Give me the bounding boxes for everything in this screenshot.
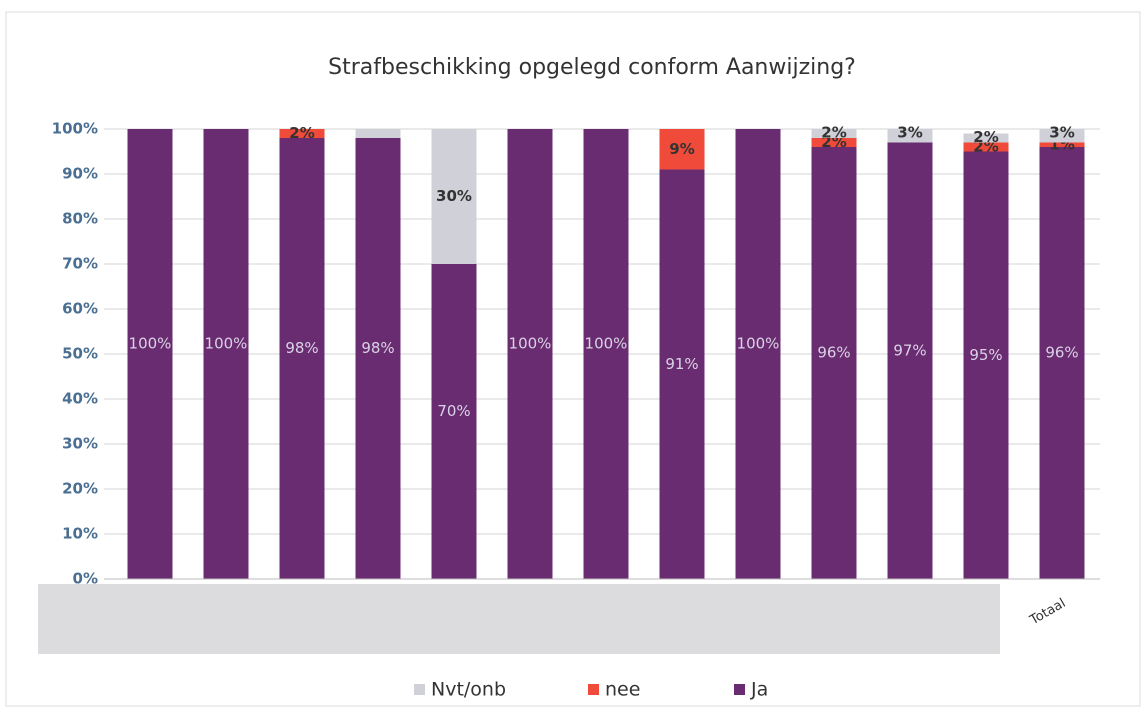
- data-label: 100%: [205, 335, 248, 353]
- data-label: 95%: [969, 346, 1002, 364]
- data-label: 3%: [1049, 124, 1074, 142]
- legend-label: nee: [605, 679, 640, 701]
- data-label: 100%: [509, 335, 552, 353]
- data-label: 2%: [821, 124, 846, 142]
- bar-segment: [811, 138, 857, 147]
- bar-segment: [1039, 129, 1085, 143]
- bar-segment: [127, 129, 173, 579]
- chart-title: Strafbeschikking opgelegd conform Aanwij…: [328, 55, 856, 80]
- bar-segment: [431, 264, 477, 579]
- data-label: 100%: [737, 335, 780, 353]
- bar-segment: [355, 138, 401, 579]
- bar-segment: [887, 129, 933, 143]
- bar-segment: [431, 129, 477, 264]
- data-label: 98%: [285, 339, 318, 357]
- y-tick-label: 0%: [73, 570, 98, 588]
- bar-segment: [963, 142, 1009, 152]
- bar-segment: [963, 151, 1009, 579]
- data-label: 100%: [585, 335, 628, 353]
- legend-swatch: [734, 684, 745, 695]
- y-tick-label: 70%: [62, 255, 98, 273]
- legend-swatch: [414, 684, 425, 695]
- y-tick-label: 50%: [62, 345, 98, 363]
- bar-segment: [659, 169, 705, 579]
- bar-segment: [887, 142, 933, 579]
- data-label: 91%: [665, 355, 698, 373]
- data-label: 70%: [437, 402, 470, 420]
- data-label: 3%: [897, 124, 922, 142]
- data-label: 97%: [893, 341, 926, 359]
- y-tick-label: 90%: [62, 165, 98, 183]
- bar-segment: [735, 129, 781, 579]
- bar-segment: [203, 129, 249, 579]
- bar-segment: [507, 129, 553, 579]
- data-label: 9%: [669, 140, 694, 158]
- data-label: 2%: [973, 128, 998, 146]
- bar-segment: [1039, 147, 1085, 579]
- y-tick-label: 30%: [62, 435, 98, 453]
- redaction: [38, 584, 1000, 654]
- data-label: 30%: [436, 187, 472, 205]
- bar-segment: [811, 129, 857, 138]
- data-label: 100%: [129, 335, 172, 353]
- y-tick-label: 40%: [62, 390, 98, 408]
- bar-segment: [279, 129, 325, 138]
- bar-segment: [659, 129, 705, 170]
- legend-label: Ja: [750, 679, 768, 701]
- y-tick-label: 10%: [62, 525, 98, 543]
- bar-segment: [811, 147, 857, 579]
- legend-swatch: [588, 684, 599, 695]
- bar-segment: [963, 133, 1009, 143]
- y-tick-label: 60%: [62, 300, 98, 318]
- data-label: 96%: [817, 344, 850, 362]
- y-tick-label: 80%: [62, 210, 98, 228]
- legend-label: Nvt/onb: [431, 679, 506, 701]
- y-tick-label: 20%: [62, 480, 98, 498]
- bar-segment: [279, 138, 325, 579]
- data-label: 96%: [1045, 344, 1078, 362]
- bar-segment: [355, 129, 401, 138]
- bar-segment: [583, 129, 629, 579]
- data-label: 98%: [361, 339, 394, 357]
- y-tick-label: 100%: [52, 120, 98, 138]
- data-label: 2%: [289, 124, 314, 142]
- bar-segment: [1039, 142, 1085, 147]
